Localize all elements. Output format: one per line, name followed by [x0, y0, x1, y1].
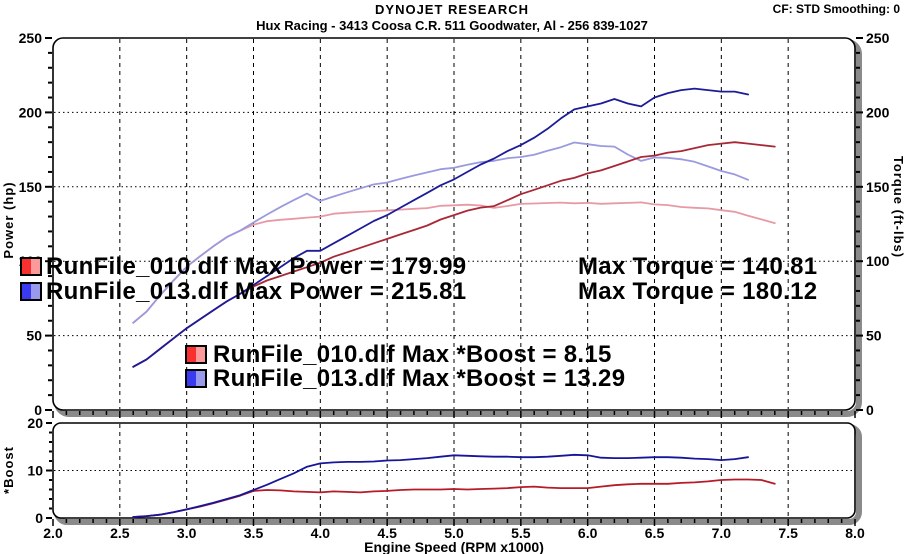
- curve-power-013: [132, 87, 749, 368]
- rpm-axis-tick-label: 3.0: [177, 525, 197, 541]
- rpm-axis-tick-label: 6.0: [578, 525, 598, 541]
- engine-speed-axis-label: Engine Speed (RPM x1000): [364, 539, 544, 554]
- legend-swatch-run010: [20, 257, 42, 276]
- correction-smoothing-status: CF: STD Smoothing: 0: [772, 2, 900, 16]
- rpm-axis-tick-label: 4.0: [311, 525, 331, 541]
- power-axis-tick-label: 250: [19, 30, 43, 46]
- legend-max-power-run013: RunFile_013.dlf Max Power = 215.81: [46, 278, 467, 305]
- power-axis-label: Power (hp): [1, 181, 16, 258]
- torque-axis-tick-label: 150: [866, 179, 890, 195]
- legend-max-power-run010: RunFile_010.dlf Max Power = 179.99: [46, 253, 467, 280]
- power-axis-tick-label: 200: [19, 104, 43, 120]
- boost-axis-label: *Boost: [1, 446, 16, 494]
- torque-axis-tick-label: 50: [866, 328, 882, 344]
- torque-axis-label: Torque (ft-lbs): [891, 156, 904, 258]
- rpm-axis-tick-label: 5.5: [511, 525, 531, 541]
- curve-torque-013: [132, 141, 749, 324]
- rpm-axis-tick-label: 3.5: [244, 525, 264, 541]
- rpm-axis-tick-label: 2.5: [110, 525, 130, 541]
- legend-swatch-boost-run010: [185, 345, 207, 364]
- torque-axis-tick-label: 250: [866, 30, 890, 46]
- legend-max-boost-run013: RunFile_013.dlf Max *Boost = 13.29: [213, 365, 626, 392]
- rpm-axis-tick-label: 8.0: [845, 525, 865, 541]
- rpm-axis-tick-label: 6.5: [645, 525, 665, 541]
- rpm-axis-tick-label: 7.0: [712, 525, 732, 541]
- power-axis-tick-label: 50: [26, 328, 42, 344]
- torque-axis-tick-label: 200: [866, 104, 890, 120]
- legend-max-torque-run010: Max Torque = 140.81: [578, 253, 818, 280]
- curve-boost-013: [132, 453, 749, 518]
- legend-swatch-run013: [20, 282, 42, 301]
- rpm-axis-tick-label: 7.5: [778, 525, 798, 541]
- rpm-axis-tick-label: 5.0: [444, 525, 464, 541]
- torque-axis-tick-label: 0: [866, 402, 874, 418]
- shop-info-line: Hux Racing - 3413 Coosa C.R. 511 Goodwat…: [256, 18, 648, 33]
- legend-swatch-boost-run013: [185, 369, 207, 388]
- boost-plot-box: [52, 422, 856, 519]
- legend-max-boost-run010: RunFile_010.dlf Max *Boost = 8.15: [213, 341, 612, 368]
- rpm-axis-tick-label: 4.5: [377, 525, 397, 541]
- torque-axis-tick-label: 100: [866, 253, 890, 269]
- power-axis-tick-label: 150: [19, 179, 43, 195]
- boost-axis-tick-label: 10: [27, 463, 43, 479]
- rpm-axis-tick-label: 2.0: [43, 525, 63, 541]
- power-axis-tick-label: 0: [34, 402, 42, 418]
- boost-axis-tick-label: 20: [27, 415, 43, 431]
- legend-max-torque-run013: Max Torque = 180.12: [578, 278, 818, 305]
- app-title: DYNOJET RESEARCH: [375, 2, 529, 17]
- boost-axis-tick-label: 0: [35, 510, 43, 526]
